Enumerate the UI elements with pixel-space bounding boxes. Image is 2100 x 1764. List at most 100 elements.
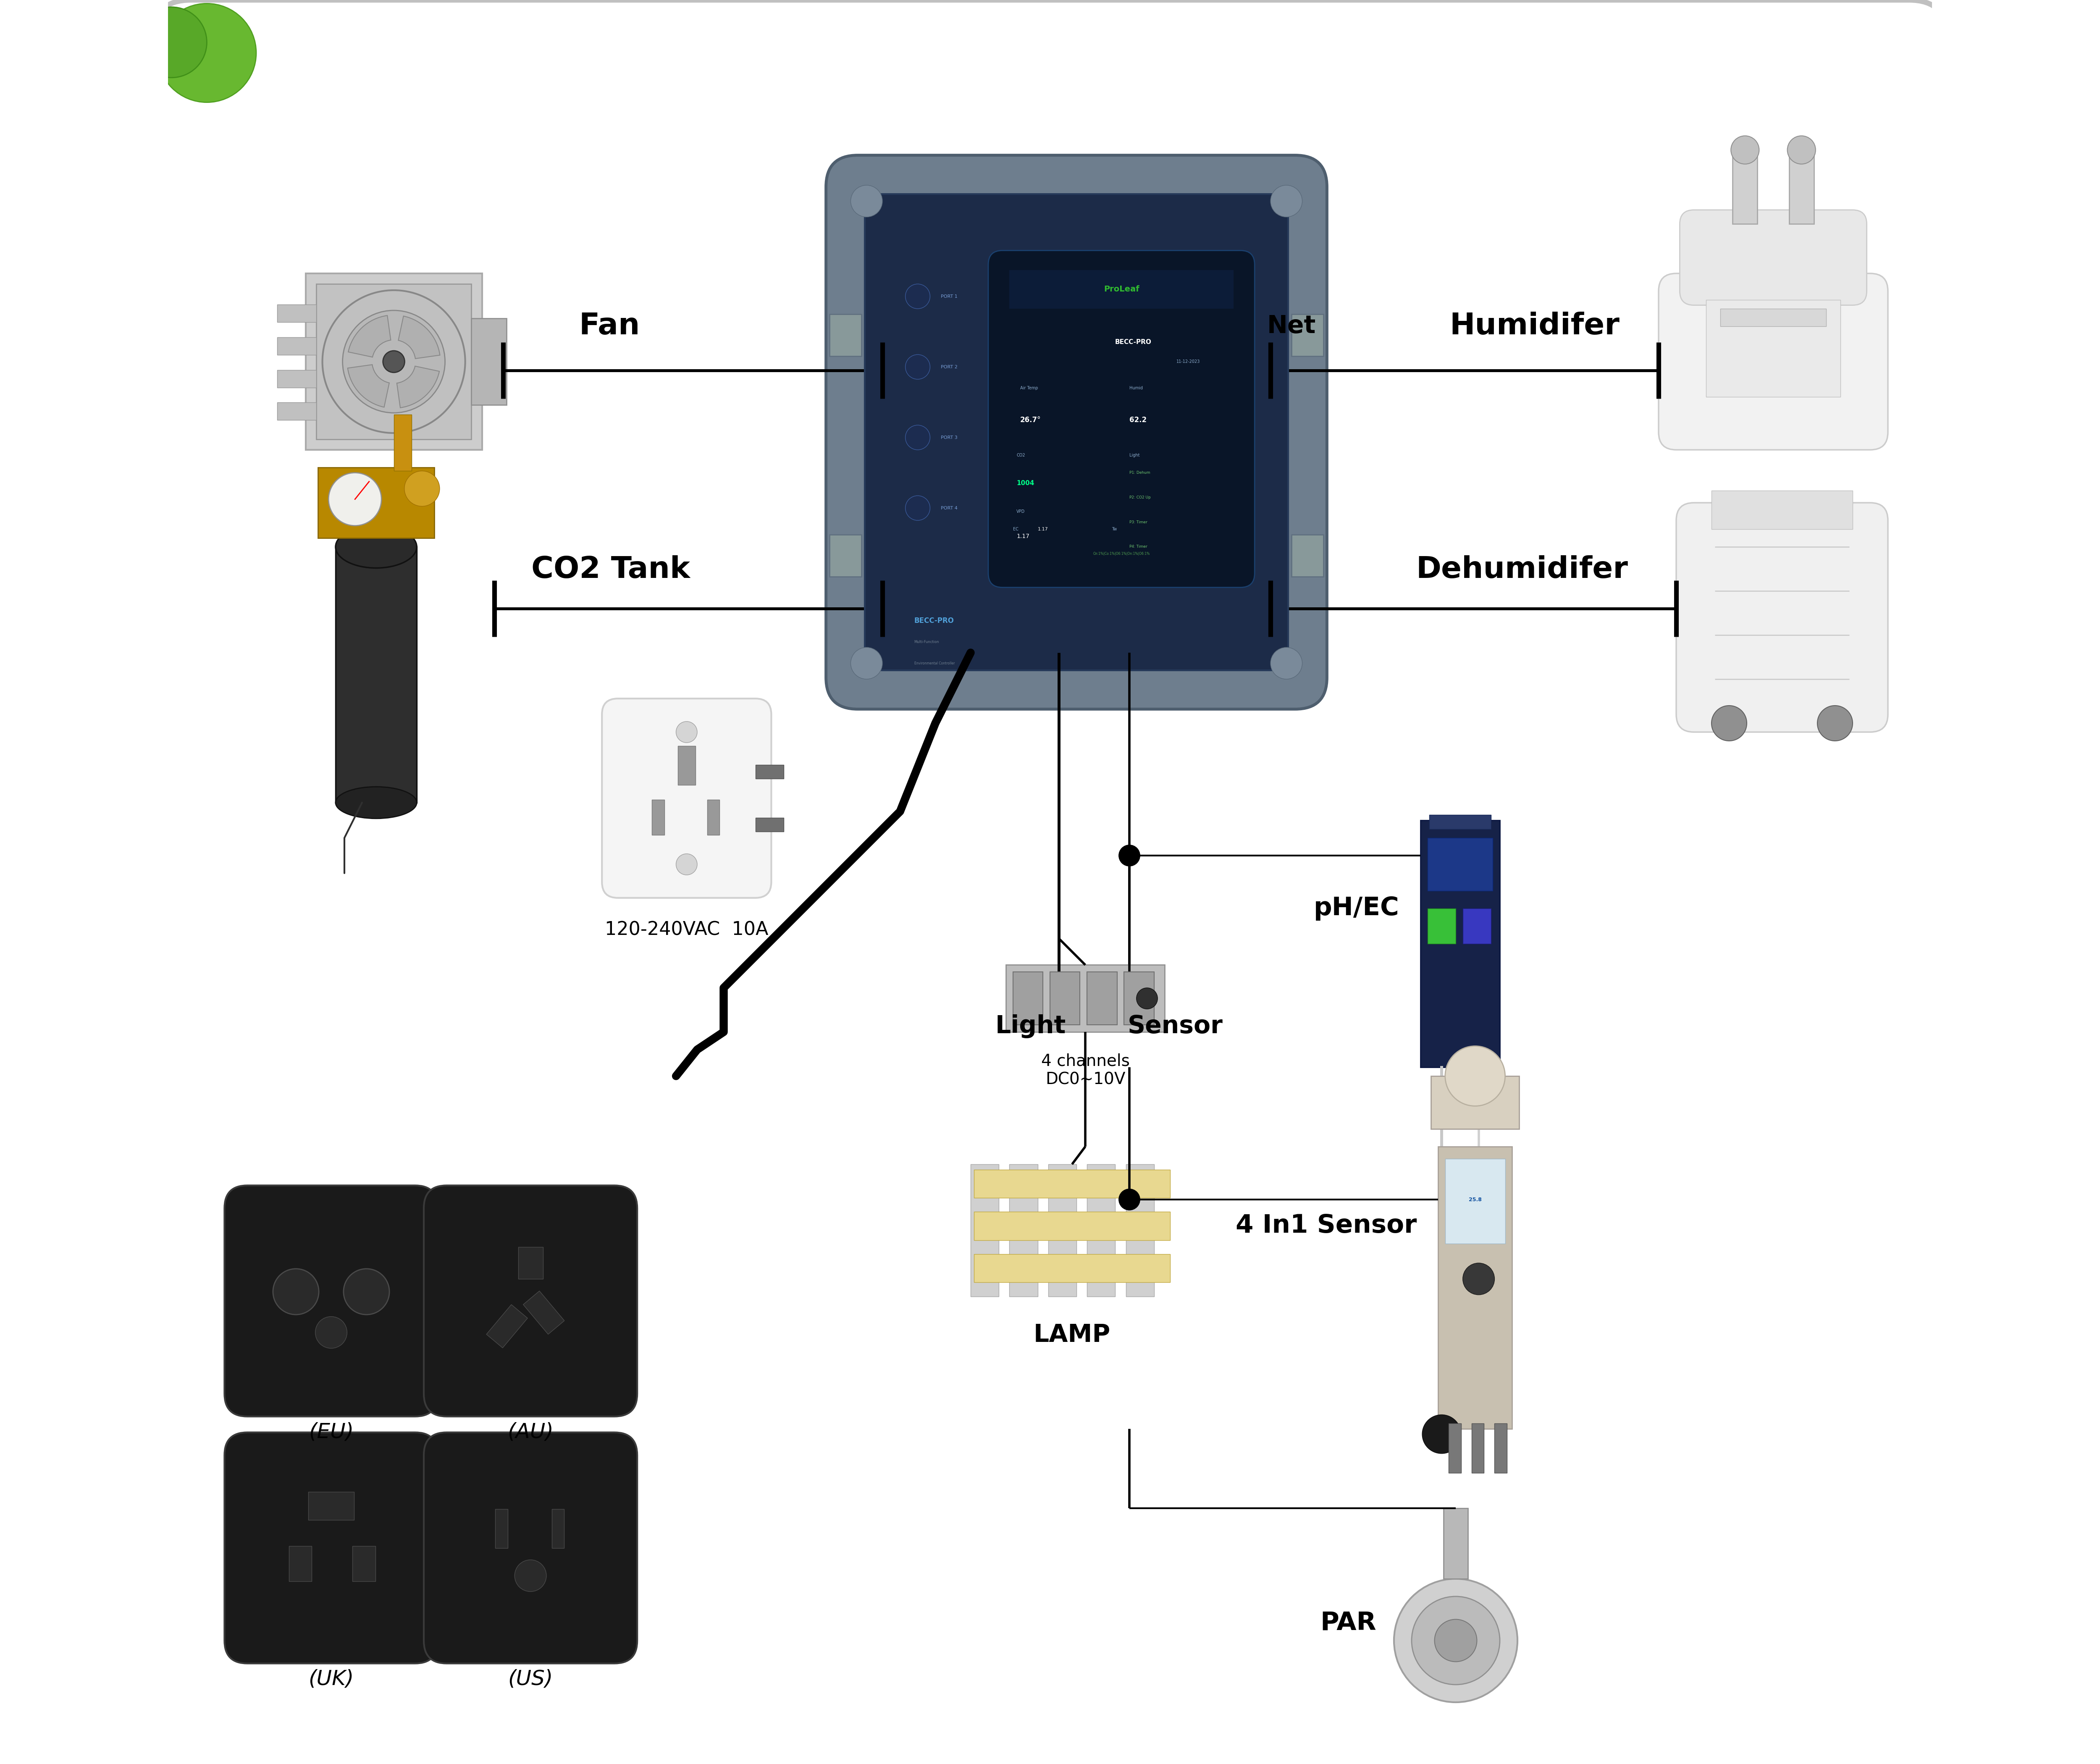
Bar <box>496 1510 508 1549</box>
Circle shape <box>1422 1415 1462 1454</box>
Circle shape <box>851 647 882 679</box>
Text: P2: CO2 Up: P2: CO2 Up <box>1130 496 1151 499</box>
Bar <box>1495 1424 1508 1473</box>
Circle shape <box>1270 647 1302 679</box>
FancyBboxPatch shape <box>225 1185 439 1416</box>
Ellipse shape <box>336 526 416 568</box>
Bar <box>470 318 506 406</box>
Circle shape <box>1434 1619 1476 1662</box>
Text: Light: Light <box>995 1014 1067 1039</box>
Circle shape <box>1787 136 1816 164</box>
Bar <box>1088 972 1117 1025</box>
Bar <box>1006 538 1237 570</box>
Bar <box>1472 1424 1485 1473</box>
Wedge shape <box>349 316 391 356</box>
Bar <box>317 284 470 439</box>
Bar <box>1050 972 1079 1025</box>
Bar <box>830 314 861 356</box>
Bar <box>523 1291 565 1334</box>
Bar <box>1430 815 1491 829</box>
Text: Dehumidifer: Dehumidifer <box>1415 556 1628 584</box>
FancyBboxPatch shape <box>1659 273 1888 450</box>
Bar <box>1420 820 1499 1067</box>
Bar <box>756 766 783 780</box>
Text: PORT 2: PORT 2 <box>941 365 958 369</box>
Circle shape <box>136 7 206 78</box>
Bar <box>1443 1508 1468 1579</box>
Bar <box>974 1212 1170 1240</box>
Text: P4: Timer: P4: Timer <box>1130 545 1147 549</box>
Circle shape <box>905 496 930 520</box>
Circle shape <box>514 1559 546 1591</box>
Circle shape <box>1394 1579 1518 1702</box>
Bar <box>336 547 416 803</box>
Circle shape <box>405 471 439 506</box>
Text: 120-240VAC  10A: 120-240VAC 10A <box>605 921 769 938</box>
Bar <box>1705 300 1840 397</box>
Bar <box>678 746 695 785</box>
Bar <box>1048 1164 1077 1297</box>
Circle shape <box>273 1268 319 1314</box>
Bar <box>974 1254 1170 1282</box>
Circle shape <box>1136 988 1157 1009</box>
Text: Environmental Controller: Environmental Controller <box>914 662 956 665</box>
FancyBboxPatch shape <box>424 1185 636 1416</box>
Wedge shape <box>399 316 439 358</box>
FancyBboxPatch shape <box>225 1432 439 1663</box>
FancyBboxPatch shape <box>603 699 771 898</box>
Bar <box>309 1492 355 1521</box>
Bar <box>1088 1164 1115 1297</box>
Bar <box>974 1170 1170 1198</box>
Bar <box>970 1164 1000 1297</box>
Bar <box>1292 534 1323 577</box>
FancyBboxPatch shape <box>1676 503 1888 732</box>
Bar <box>830 534 861 577</box>
Bar <box>1428 838 1493 891</box>
Circle shape <box>1816 706 1852 741</box>
Circle shape <box>323 291 466 432</box>
Bar <box>1010 270 1233 309</box>
Bar <box>1789 150 1814 224</box>
Text: (US): (US) <box>508 1669 552 1688</box>
Text: Humid: Humid <box>1130 386 1142 390</box>
Bar <box>307 273 483 450</box>
Bar <box>353 1545 376 1581</box>
Text: LAMP: LAMP <box>1033 1323 1111 1348</box>
Bar <box>552 1510 565 1549</box>
Text: (AU): (AU) <box>508 1422 554 1441</box>
Text: Multi-Function: Multi-Function <box>914 640 939 644</box>
Bar <box>1439 1147 1512 1429</box>
Text: On:1%|Co:1%|O6:1%|On:1%|O6:1%: On:1%|Co:1%|O6:1%|On:1%|O6:1% <box>1092 552 1151 556</box>
Text: EC: EC <box>1012 527 1018 531</box>
Circle shape <box>344 1268 388 1314</box>
Ellipse shape <box>336 787 416 818</box>
Text: Light: Light <box>1130 453 1140 457</box>
Bar <box>1012 972 1044 1025</box>
Bar <box>1449 1424 1462 1473</box>
Text: CO2 Tank: CO2 Tank <box>531 556 691 584</box>
Bar <box>1720 309 1827 326</box>
Bar <box>395 415 412 471</box>
Circle shape <box>1270 185 1302 217</box>
Text: Fan: Fan <box>580 312 640 340</box>
Text: 4 channels
DC0~10V: 4 channels DC0~10V <box>1042 1053 1130 1088</box>
Text: (EU): (EU) <box>309 1422 353 1441</box>
Text: ProLeaf: ProLeaf <box>1105 286 1138 293</box>
Text: Net: Net <box>1266 314 1317 339</box>
FancyBboxPatch shape <box>825 155 1327 709</box>
Bar <box>1711 490 1852 529</box>
Circle shape <box>905 425 930 450</box>
Circle shape <box>1119 845 1140 866</box>
Bar <box>290 1545 311 1581</box>
Wedge shape <box>397 367 439 407</box>
FancyBboxPatch shape <box>151 0 1949 1764</box>
Bar <box>1292 314 1323 356</box>
Bar <box>1010 1164 1037 1297</box>
Text: Tw: Tw <box>1111 527 1117 531</box>
Bar <box>1464 908 1491 944</box>
Text: CO2: CO2 <box>1016 453 1025 457</box>
Bar <box>277 305 317 323</box>
Bar <box>1126 1164 1155 1297</box>
Text: Air Temp: Air Temp <box>1021 386 1037 390</box>
Bar <box>1445 1159 1506 1244</box>
